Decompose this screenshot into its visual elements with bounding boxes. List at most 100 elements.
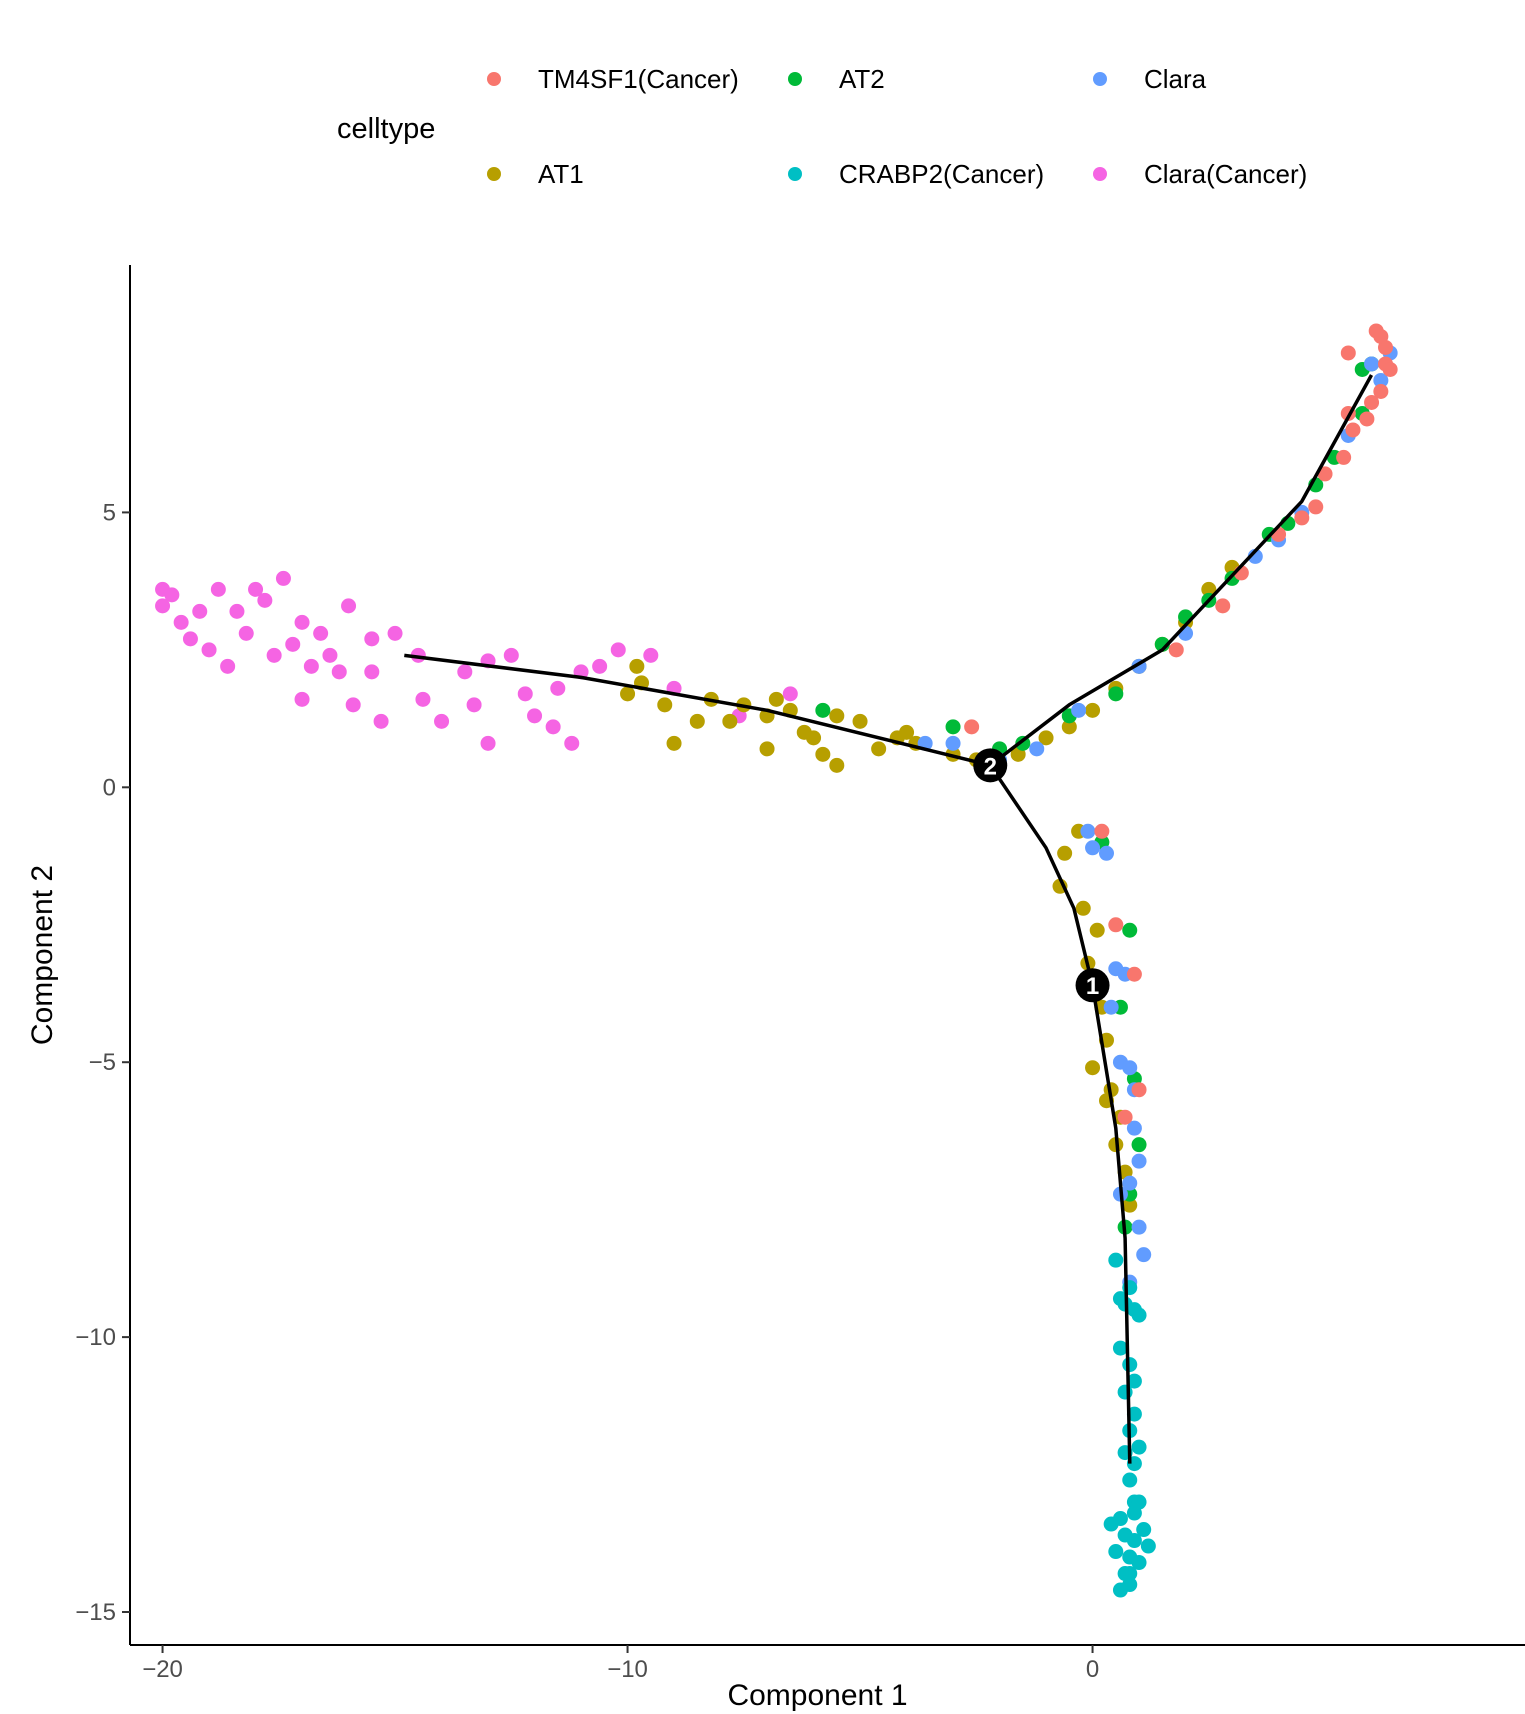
legend-title: celltype [337,113,435,145]
data-point [331,664,347,680]
data-point [1340,345,1356,361]
data-point [1126,966,1142,982]
data-point [1103,1516,1119,1532]
legend-marker [487,72,501,86]
data-point [210,581,226,597]
data-point [1112,1582,1128,1598]
data-point [466,697,482,713]
trajectory-tree: 12 [404,374,1374,1464]
data-point [1103,999,1119,1015]
data-point [1359,411,1375,427]
data-point [1178,625,1194,641]
data-point [1364,356,1380,372]
data-point [1373,383,1389,399]
data-point [303,658,319,674]
data-point [1382,361,1398,377]
trajectory-segment [989,374,1374,767]
data-point [545,719,561,735]
data-point [722,713,738,729]
axes: Component 1 Component 2 −20 −10 0 5 0 −5 −10 −1… [26,265,1525,1712]
data-points [155,323,1398,1598]
data-point [1122,1197,1138,1213]
data-point [1085,1060,1101,1076]
data-point [964,719,980,735]
data-point [1071,702,1087,718]
data-point [364,631,380,647]
y-tick-label: 0 [103,774,116,801]
data-point [815,702,831,718]
data-point [620,686,636,702]
legend-marker [1093,167,1107,181]
data-point [899,724,915,740]
data-point [1345,422,1361,438]
legend-marker [1093,72,1107,86]
data-point [829,708,845,724]
data-point [1122,1472,1138,1488]
data-point [871,741,887,757]
data-point [1336,449,1352,465]
data-point [173,614,189,630]
data-point [294,614,310,630]
legend-marker [788,167,802,181]
data-point [1136,1522,1152,1538]
data-point [220,658,236,674]
data-point [1089,922,1105,938]
data-point [313,625,329,641]
data-point [1131,1219,1147,1235]
branch-point-marker [1075,968,1110,1003]
data-point [341,598,357,614]
branch-point-label: 1 [1086,973,1099,1000]
x-tick-label: −20 [142,1656,183,1683]
data-point [373,713,389,729]
data-point [657,697,673,713]
y-axis-title: Component 2 [26,865,59,1045]
data-point [1112,1291,1128,1307]
data-point [550,680,566,696]
data-point [1136,1247,1152,1263]
data-point [266,647,282,663]
data-point [1126,1373,1142,1389]
data-point [1131,1555,1147,1571]
data-point [1029,741,1045,757]
data-point [1131,1494,1147,1510]
data-point [192,603,208,619]
x-tick-label: 0 [1086,1656,1099,1683]
data-point [387,625,403,641]
data-point [1038,730,1054,746]
data-point [434,713,450,729]
data-point [815,746,831,762]
y-tick-label: −10 [75,1324,116,1351]
legend-label: Clara(Cancer) [1144,159,1307,189]
data-point [1364,394,1380,410]
data-point [294,691,310,707]
legend-label: AT1 [538,159,584,189]
branch-point-label: 2 [984,753,997,780]
x-axis-title: Component 1 [727,1679,907,1712]
data-point [1094,823,1110,839]
data-point [592,658,608,674]
data-point [1108,917,1124,933]
data-point [1294,510,1310,526]
data-point [1126,1406,1142,1422]
legend-marker [487,167,501,181]
data-point [689,713,705,729]
data-point [1117,1109,1133,1125]
data-point [829,757,845,773]
data-point [1131,1082,1147,1098]
data-point [806,730,822,746]
data-point [768,691,784,707]
data-point [643,647,659,663]
data-point [201,642,217,658]
data-point [364,664,380,680]
data-point [564,735,580,751]
data-point [527,708,543,724]
data-point [415,691,431,707]
y-tick-label: −15 [75,1599,116,1626]
data-point [610,642,626,658]
data-point [666,735,682,751]
data-point [238,625,254,641]
data-point [1122,1566,1138,1582]
data-point [759,741,775,757]
legend-label: AT2 [839,64,885,94]
